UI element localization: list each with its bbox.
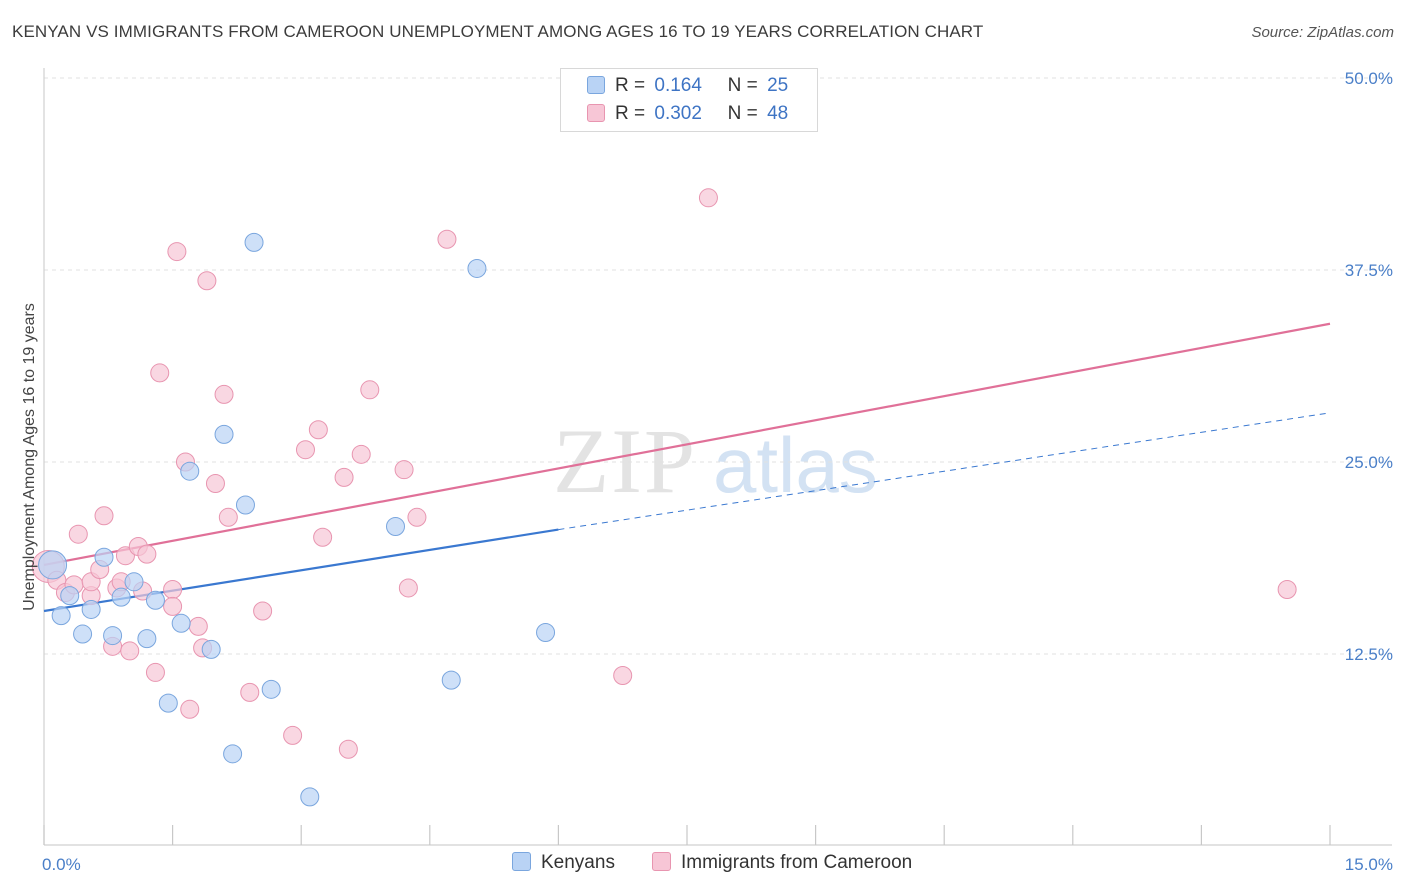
trendline-kenyans-extension <box>558 412 1331 531</box>
watermark-zip: ZIP <box>553 410 697 512</box>
x-tick-label: 0.0% <box>42 855 81 874</box>
point-cameroon <box>180 699 200 719</box>
point-kenyans <box>51 606 71 626</box>
point-cameroon <box>163 596 183 616</box>
point-kenyans <box>235 495 255 515</box>
point-cameroon <box>150 363 170 383</box>
point-kenyans <box>124 572 144 592</box>
point-kenyans <box>300 787 320 807</box>
point-kenyans <box>223 744 243 764</box>
bottom-legend-swatch-kenyans <box>512 852 531 871</box>
bottom-legend-swatch-cameroon <box>652 852 671 871</box>
y-tick-label: 37.5% <box>1345 261 1393 280</box>
point-kenyans <box>467 258 487 278</box>
legend-n-kenyans: 25 <box>767 75 789 96</box>
point-cameroon <box>437 229 457 249</box>
point-cameroon <box>613 666 633 686</box>
point-cameroon <box>283 725 303 745</box>
point-kenyans <box>386 517 406 537</box>
legend-swatch-cameroon <box>587 104 605 122</box>
point-kenyans <box>111 587 131 607</box>
point-cameroon <box>214 384 234 404</box>
point-kenyans <box>536 622 556 642</box>
trendline-cameroon <box>43 322 1331 566</box>
point-kenyans <box>441 670 461 690</box>
point-cameroon <box>295 440 315 460</box>
point-kenyans <box>103 626 123 646</box>
point-kenyans <box>38 550 68 580</box>
point-cameroon <box>253 601 273 621</box>
point-cameroon <box>394 460 414 480</box>
y-axis-label: Unemployment Among Ages 16 to 19 years <box>21 303 38 611</box>
x-tick-label: 15.0% <box>1345 855 1393 874</box>
y-tick-label: 25.0% <box>1345 453 1393 472</box>
point-cameroon <box>115 546 135 566</box>
point-kenyans <box>180 461 200 481</box>
point-cameroon <box>334 467 354 487</box>
point-kenyans <box>244 232 264 252</box>
point-cameroon <box>137 544 157 564</box>
point-kenyans <box>158 693 178 713</box>
source-credit: Source: ZipAtlas.com <box>1251 24 1394 41</box>
legend-n-label: N = <box>727 103 758 124</box>
legend-n-label: N = <box>727 75 758 96</box>
point-cameroon <box>1277 579 1297 599</box>
legend-r-cameroon: 0.302 <box>654 103 702 124</box>
point-cameroon <box>313 527 333 547</box>
point-kenyans <box>81 599 101 619</box>
legend-r-label: R = <box>615 75 646 96</box>
point-cameroon <box>360 380 380 400</box>
point-kenyans <box>137 629 157 649</box>
point-cameroon <box>205 474 225 494</box>
point-cameroon <box>240 682 260 702</box>
legend-row-cameroon: R = 0.302 N = 48 <box>587 103 788 125</box>
point-cameroon <box>94 506 114 526</box>
point-kenyans <box>171 613 191 633</box>
point-kenyans <box>73 624 93 644</box>
point-cameroon <box>407 507 427 527</box>
point-cameroon <box>338 739 358 759</box>
point-kenyans <box>201 639 221 659</box>
point-cameroon <box>188 616 208 636</box>
point-cameroon <box>145 662 165 682</box>
legend-swatch-kenyans <box>587 76 605 94</box>
point-cameroon <box>163 579 183 599</box>
point-cameroon <box>197 271 217 291</box>
point-cameroon <box>398 578 418 598</box>
watermark: ZIP atlas <box>553 410 878 512</box>
legend: R = 0.164 N = 25 R = 0.302 N = 48 <box>560 68 818 132</box>
bottom-legend-label-kenyans: Kenyans <box>541 852 615 873</box>
bottom-legend-kenyans: Kenyans <box>512 852 615 874</box>
legend-r-kenyans: 0.164 <box>654 75 702 96</box>
bottom-legend-cameroon: Immigrants from Cameroon <box>652 852 912 874</box>
point-kenyans <box>60 586 80 606</box>
point-cameroon <box>351 444 371 464</box>
point-cameroon <box>167 242 187 262</box>
y-tick-label: 12.5% <box>1345 645 1393 664</box>
point-kenyans <box>214 424 234 444</box>
y-tick-label: 50.0% <box>1345 69 1393 88</box>
point-cameroon <box>218 507 238 527</box>
legend-n-cameroon: 48 <box>767 103 789 124</box>
legend-r-label: R = <box>615 103 646 124</box>
bottom-legend-label-cameroon: Immigrants from Cameroon <box>681 852 913 873</box>
point-cameroon <box>698 188 718 208</box>
point-kenyans <box>145 590 165 610</box>
legend-row-kenyans: R = 0.164 N = 25 <box>587 75 788 97</box>
point-kenyans <box>261 679 281 699</box>
watermark-atlas: atlas <box>713 421 878 509</box>
chart-title: KENYAN VS IMMIGRANTS FROM CAMEROON UNEMP… <box>12 22 984 41</box>
point-cameroon <box>120 641 140 661</box>
point-cameroon <box>308 420 328 440</box>
point-kenyans <box>94 547 114 567</box>
point-cameroon <box>68 524 88 544</box>
